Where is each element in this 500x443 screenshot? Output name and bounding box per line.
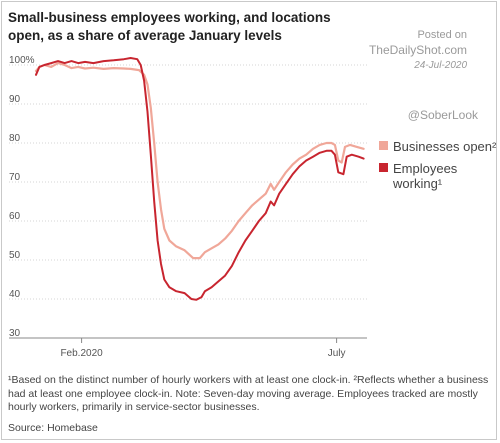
x-axis-ticks: Feb.2020 July (60, 338, 346, 359)
y-tick-label: 70 (9, 172, 21, 183)
series-line-employees-working (35, 57, 365, 301)
chart-title: Small-business employees working, and lo… (8, 10, 331, 43)
source-note: Source: Homebase (8, 422, 98, 434)
posted-block: Posted on TheDailyShot.com 24-Jul-2020 (369, 28, 467, 73)
y-tick-label: 50 (9, 250, 21, 261)
series-lines (34, 57, 365, 301)
x-tick-label: Feb.2020 (60, 348, 103, 359)
y-tick-label: 40 (9, 289, 21, 300)
footnote: ¹Based on the distinct number of hourly … (8, 374, 489, 413)
y-tick-label: 80 (9, 133, 21, 144)
legend-swatch-employees-working (379, 163, 388, 172)
posted-label: Posted on (417, 29, 467, 41)
site-name: TheDailyShot.com (368, 43, 467, 57)
legend-label-employees-working: Employees working¹ (393, 161, 458, 191)
y-tick-label: 90 (9, 94, 21, 105)
y-tick-label: 30 (9, 328, 21, 339)
y-axis-ticks: 100% 90 80 70 60 50 40 30 (9, 55, 35, 339)
y-tick-label: 100% (9, 55, 35, 66)
legend-swatch-businesses-open (379, 141, 388, 150)
x-tick-label: July (328, 348, 346, 359)
posted-date: 24-Jul-2020 (414, 60, 467, 71)
y-tick-label: 60 (9, 211, 21, 222)
series-line-businesses-open (34, 62, 365, 260)
author-handle: @SoberLook (407, 108, 478, 122)
gridlines (9, 64, 367, 339)
legend-label-businesses-open: Businesses open² (393, 139, 497, 154)
